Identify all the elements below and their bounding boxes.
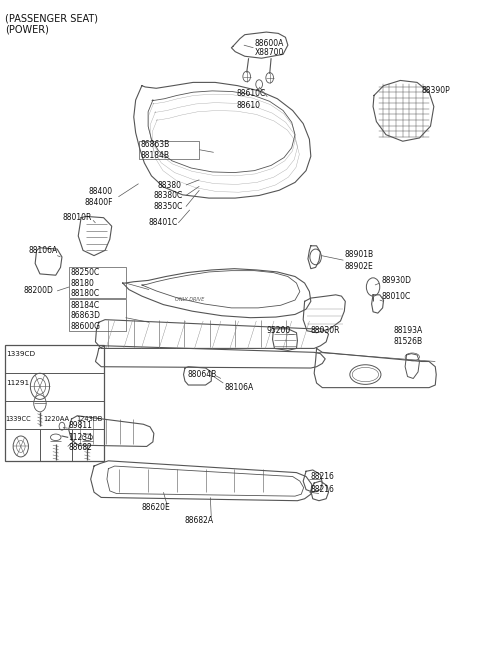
- Text: 88610: 88610: [236, 101, 260, 110]
- Text: 88401C: 88401C: [148, 218, 177, 227]
- Text: 88400: 88400: [88, 187, 112, 196]
- Text: 88106A: 88106A: [225, 383, 254, 392]
- Text: 88600A: 88600A: [254, 39, 284, 48]
- Text: 89811: 89811: [69, 421, 93, 430]
- Text: (PASSENGER SEAT): (PASSENGER SEAT): [5, 14, 98, 24]
- Text: 88350C: 88350C: [154, 202, 183, 211]
- Text: 88901B: 88901B: [344, 250, 373, 259]
- Text: 88200D: 88200D: [24, 286, 54, 295]
- Text: 88216: 88216: [311, 485, 335, 494]
- Text: X88700: X88700: [254, 48, 284, 58]
- Text: 88184C: 88184C: [71, 301, 100, 310]
- Text: 88682: 88682: [69, 443, 93, 452]
- Text: 88930D: 88930D: [381, 276, 411, 285]
- Text: 88620E: 88620E: [142, 503, 170, 512]
- Text: 88400F: 88400F: [85, 198, 113, 206]
- Bar: [69, 299, 126, 331]
- Text: 81526B: 81526B: [393, 337, 422, 346]
- Text: 11234: 11234: [69, 433, 93, 442]
- Text: 88216: 88216: [311, 472, 335, 481]
- Text: 88380: 88380: [157, 181, 181, 189]
- Text: 88380C: 88380C: [154, 191, 183, 200]
- Text: (POWER): (POWER): [5, 25, 49, 35]
- Text: 86863B: 86863B: [141, 140, 170, 149]
- Text: 88390P: 88390P: [422, 86, 451, 96]
- Text: 11291: 11291: [6, 380, 30, 386]
- Text: 88184B: 88184B: [141, 151, 170, 160]
- Text: 88010R: 88010R: [63, 213, 92, 222]
- Text: 88180: 88180: [71, 278, 95, 288]
- Text: 1339CD: 1339CD: [6, 350, 36, 356]
- Text: 88180C: 88180C: [71, 289, 100, 298]
- Text: 88600G: 88600G: [71, 322, 101, 331]
- Text: 86863D: 86863D: [71, 311, 101, 320]
- Text: 1220AA: 1220AA: [43, 416, 69, 422]
- Bar: [4, 345, 104, 462]
- Text: 88064B: 88064B: [187, 370, 216, 379]
- Text: 1243DB: 1243DB: [76, 416, 103, 422]
- Text: 88193A: 88193A: [393, 326, 422, 335]
- Text: 1339CC: 1339CC: [5, 416, 31, 422]
- Text: 88106A: 88106A: [28, 246, 58, 255]
- Bar: [69, 267, 126, 298]
- Text: 88682A: 88682A: [185, 516, 214, 525]
- Text: 88010C: 88010C: [381, 291, 410, 301]
- Text: 88030R: 88030R: [311, 326, 340, 335]
- Bar: [140, 141, 199, 159]
- Text: 88250C: 88250C: [71, 268, 100, 277]
- Text: 88902E: 88902E: [344, 261, 373, 271]
- Text: 88610C: 88610C: [236, 89, 265, 98]
- Text: ONLY DRIVE: ONLY DRIVE: [175, 297, 205, 302]
- Text: 95200: 95200: [266, 326, 290, 335]
